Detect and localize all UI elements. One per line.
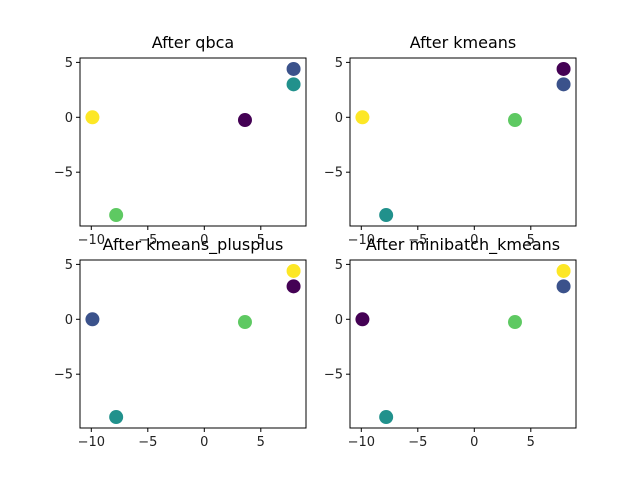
- x-tick-label: −10: [348, 435, 375, 450]
- x-tick-label: −5: [408, 233, 427, 248]
- scatter-panel-2: After kmeans −10 −5 0 5 5 0 −5: [324, 33, 577, 248]
- x-tick-label: 0: [470, 233, 478, 248]
- scatter-point-1: [355, 312, 370, 327]
- axes-frame: [349, 259, 577, 429]
- x-tick-label: 0: [200, 435, 208, 450]
- scatter-panel-1: After qbca −10 −5 0 5 5 0 −5: [54, 33, 307, 248]
- axes-frame: [79, 259, 307, 429]
- scatter-point-2: [109, 208, 124, 223]
- y-tick-label: 0: [335, 111, 343, 126]
- y-tick-label: −5: [324, 368, 343, 383]
- x-tick-label: −10: [78, 435, 105, 450]
- x-tick-label: 5: [527, 435, 535, 450]
- panel-title: After kmeans: [410, 33, 516, 52]
- scatter-point-4: [556, 263, 571, 278]
- panel-title: After qbca: [152, 33, 234, 52]
- scatter-point-3: [507, 315, 522, 330]
- scatter-point-5: [286, 77, 301, 92]
- scatter-point-2: [379, 410, 394, 425]
- scatter-point-1: [355, 110, 370, 125]
- scatter-point-3: [237, 315, 252, 330]
- axes-frame: [349, 57, 577, 227]
- scatter-point-5: [556, 77, 571, 92]
- y-tick-label: 5: [65, 56, 73, 71]
- x-tick-label: −5: [408, 435, 427, 450]
- scatter-point-4: [286, 263, 301, 278]
- scatter-point-4: [286, 61, 301, 76]
- scatter-panel-4: After minibatch_kmeans−10 −5 0 550−5: [324, 235, 577, 450]
- scatter-point-4: [556, 61, 571, 76]
- x-tick-label: 5: [257, 435, 265, 450]
- x-tick-label: −10: [78, 233, 105, 248]
- axes-frame: [79, 57, 307, 227]
- y-tick-label: 0: [65, 313, 73, 328]
- y-tick-label: 0: [65, 111, 73, 126]
- scatter-panel-3: After kmeans_plusplus−10 −5 0 550−5: [54, 235, 307, 450]
- y-tick-label: 5: [335, 258, 343, 273]
- y-tick-label: −5: [324, 166, 343, 181]
- y-tick-label: −5: [54, 368, 73, 383]
- scatter-point-2: [379, 208, 394, 223]
- scatter-point-3: [507, 113, 522, 128]
- scatter-points: [355, 61, 571, 223]
- scatter-point-5: [556, 279, 571, 294]
- panel-title: After minibatch_kmeans: [366, 235, 560, 255]
- scatter-points: [85, 263, 301, 425]
- x-tick-label: −5: [138, 435, 157, 450]
- scatter-points: [355, 263, 571, 425]
- x-tick-label: −5: [138, 233, 157, 248]
- scatter-point-1: [85, 110, 100, 125]
- x-tick-label: −10: [348, 233, 375, 248]
- y-tick-label: 5: [65, 258, 73, 273]
- y-tick-label: 0: [335, 313, 343, 328]
- y-tick-label: 5: [335, 56, 343, 71]
- x-tick-label: 0: [200, 233, 208, 248]
- x-tick-label: 5: [257, 233, 265, 248]
- y-tick-label: −5: [54, 166, 73, 181]
- x-tick-label: 5: [527, 233, 535, 248]
- x-tick-label: 0: [470, 435, 478, 450]
- scatter-point-3: [237, 113, 252, 128]
- scatter-points: [85, 61, 301, 223]
- scatter-point-5: [286, 279, 301, 294]
- panel-title: After kmeans_plusplus: [103, 235, 284, 255]
- scatter-point-1: [85, 312, 100, 327]
- scatter-point-2: [109, 410, 124, 425]
